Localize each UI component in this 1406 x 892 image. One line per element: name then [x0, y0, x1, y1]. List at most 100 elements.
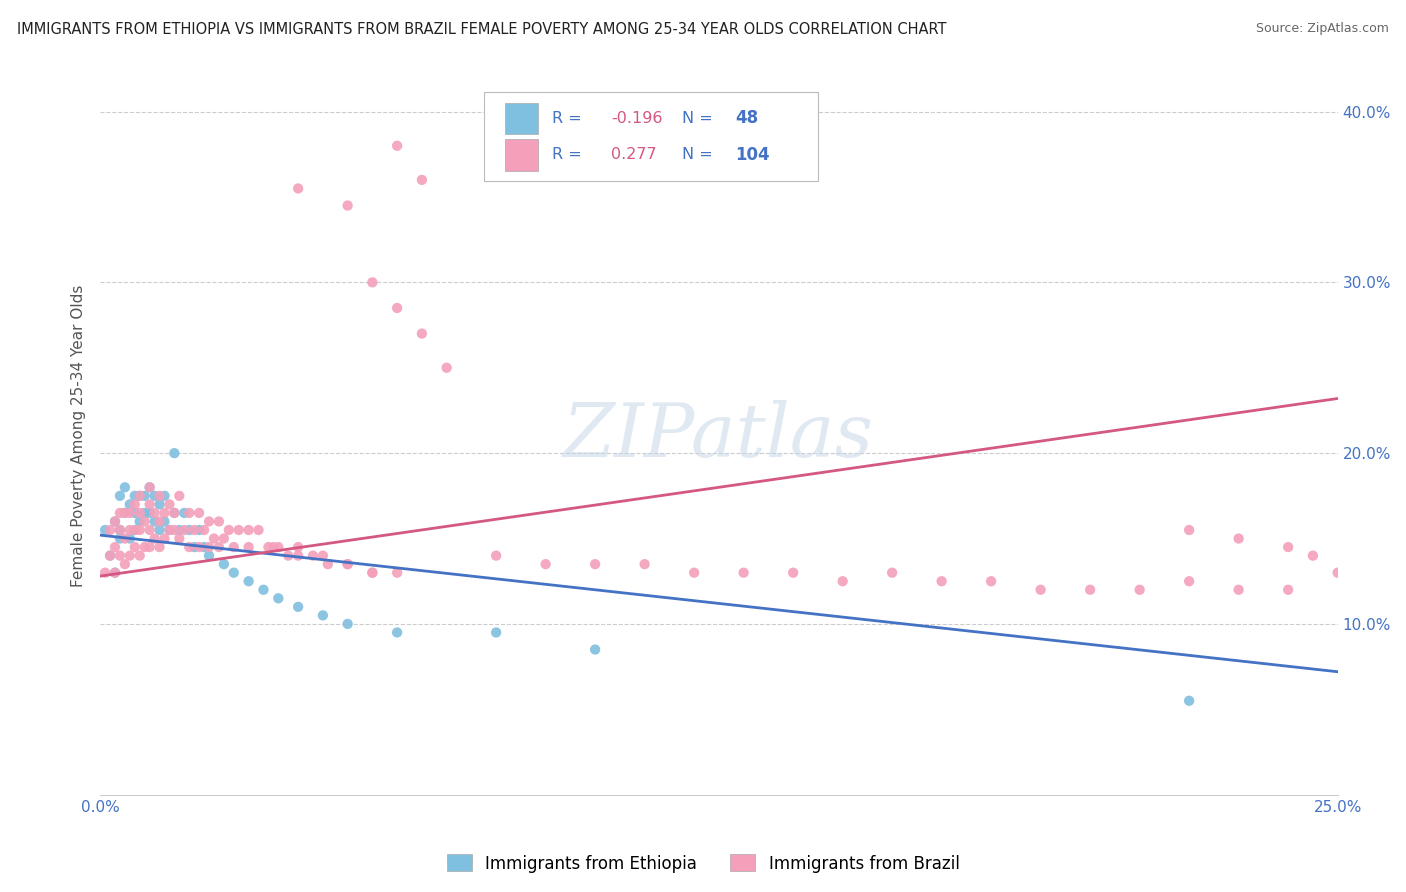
Point [287, 599, 309, 614]
Point [222, 540, 245, 554]
Point [124, 523, 146, 537]
Point [980, 574, 1002, 589]
Point [188, 506, 211, 520]
Point [188, 540, 211, 554]
Point [198, 515, 221, 529]
Point [583, 642, 606, 657]
Point [124, 506, 146, 520]
Point [138, 506, 160, 520]
Point [683, 566, 706, 580]
Point [138, 523, 160, 537]
Point [179, 523, 201, 537]
Point [831, 574, 853, 589]
Point [128, 506, 150, 520]
Point [267, 540, 290, 554]
Point [114, 506, 136, 520]
Point [128, 489, 150, 503]
Point [361, 566, 384, 580]
Point [633, 557, 655, 571]
Point [208, 540, 231, 554]
Point [385, 566, 408, 580]
Point [169, 523, 191, 537]
Point [336, 557, 359, 571]
Point [114, 480, 136, 494]
Point [153, 532, 176, 546]
Point [1227, 532, 1250, 546]
Point [98, 549, 121, 563]
Point [134, 506, 156, 520]
Point [179, 506, 201, 520]
Point [385, 625, 408, 640]
Point [108, 523, 131, 537]
Text: 0.277: 0.277 [612, 147, 657, 162]
Point [202, 532, 225, 546]
Point [238, 540, 260, 554]
Y-axis label: Female Poverty Among 25-34 Year Olds: Female Poverty Among 25-34 Year Olds [72, 285, 86, 587]
Text: R =: R = [551, 111, 586, 126]
Point [287, 540, 309, 554]
Point [228, 523, 250, 537]
Point [108, 506, 131, 520]
Point [124, 497, 146, 511]
Point [198, 540, 221, 554]
Point [138, 540, 160, 554]
Point [1129, 582, 1152, 597]
Point [287, 549, 309, 563]
Point [534, 557, 557, 571]
Point [104, 540, 127, 554]
Point [361, 276, 384, 290]
Point [108, 549, 131, 563]
Point [94, 523, 117, 537]
Point [134, 489, 156, 503]
Text: ZIPatlas: ZIPatlas [564, 400, 875, 473]
Point [148, 497, 170, 511]
Point [1277, 582, 1299, 597]
Point [411, 326, 433, 341]
Point [188, 523, 211, 537]
Text: IMMIGRANTS FROM ETHIOPIA VS IMMIGRANTS FROM BRAZIL FEMALE POVERTY AMONG 25-34 YE: IMMIGRANTS FROM ETHIOPIA VS IMMIGRANTS F… [17, 22, 946, 37]
Point [193, 540, 215, 554]
Point [183, 523, 205, 537]
Point [148, 489, 170, 503]
Point [128, 549, 150, 563]
Point [143, 489, 166, 503]
Point [336, 557, 359, 571]
Point [114, 532, 136, 546]
Point [361, 566, 384, 580]
Point [287, 181, 309, 195]
Point [1277, 540, 1299, 554]
Point [134, 540, 156, 554]
Point [148, 523, 170, 537]
Point [302, 549, 325, 563]
Point [118, 523, 141, 537]
Point [124, 523, 146, 537]
Point [153, 489, 176, 503]
Point [108, 532, 131, 546]
Point [114, 557, 136, 571]
Point [148, 540, 170, 554]
Point [208, 515, 231, 529]
Point [882, 566, 904, 580]
Point [238, 574, 260, 589]
Point [143, 515, 166, 529]
Point [134, 515, 156, 529]
Point [193, 523, 215, 537]
Point [782, 566, 804, 580]
Text: Source: ZipAtlas.com: Source: ZipAtlas.com [1256, 22, 1389, 36]
Point [104, 566, 127, 580]
Point [1227, 582, 1250, 597]
Point [733, 566, 755, 580]
Point [277, 549, 299, 563]
Point [583, 557, 606, 571]
Point [159, 523, 181, 537]
Point [118, 549, 141, 563]
FancyBboxPatch shape [505, 103, 538, 135]
Point [138, 480, 160, 494]
Point [212, 557, 235, 571]
Text: N =: N = [682, 147, 717, 162]
Point [138, 480, 160, 494]
Point [267, 591, 290, 606]
Point [173, 506, 195, 520]
Point [336, 198, 359, 212]
Text: N =: N = [682, 111, 717, 126]
